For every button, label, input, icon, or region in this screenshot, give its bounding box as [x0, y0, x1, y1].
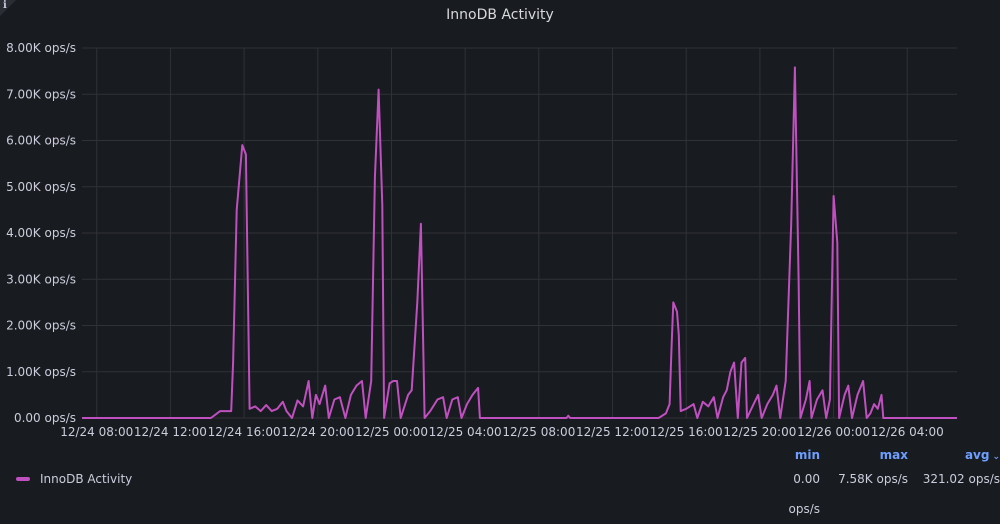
y-tick-label: 5.00K ops/s — [6, 180, 76, 194]
x-tick-label: 12/26 00:00 — [797, 425, 870, 439]
x-tick-label: 12/25 00:00 — [355, 425, 428, 439]
legend-header-max[interactable]: max — [879, 448, 908, 462]
y-tick-label: 2.00K ops/s — [6, 319, 76, 333]
line-chart[interactable]: 0.00 ops/s 1.00K ops/s 2.00K ops/s 3.00K op… — [0, 0, 1000, 445]
legend-value-min: 0.00 ops/s — [788, 472, 820, 516]
x-tick-label: 12/25 08:00 — [502, 425, 575, 439]
legend-header-avg[interactable]: avg ⌄ — [908, 446, 1000, 464]
legend-value-max: 7.58K ops/s — [838, 472, 908, 486]
y-tick-label: 6.00K ops/s — [6, 134, 76, 148]
y-tick-label: 7.00K ops/s — [6, 87, 76, 101]
x-tick-label: 12/25 20:00 — [723, 425, 796, 439]
chevron-down-icon: ⌄ — [992, 452, 1000, 462]
legend-header-avg-label: avg — [964, 448, 990, 462]
y-tick-label: 1.00K ops/s — [6, 365, 76, 379]
x-tick-label: 12/24 20:00 — [281, 425, 354, 439]
x-tick-label: 12/26 04:00 — [871, 425, 944, 439]
legend-value-avg: 321.02 ops/s — [922, 472, 1000, 486]
x-tick-label: 12/25 12:00 — [576, 425, 649, 439]
panel-title: InnoDB Activity — [446, 7, 554, 23]
x-tick-label: 12/25 04:00 — [429, 425, 502, 439]
info-icon: i — [3, 0, 7, 11]
y-tick-label: 8.00K ops/s — [6, 41, 76, 55]
y-tick-label: 3.00K ops/s — [6, 272, 76, 286]
x-tick-label: 12/24 08:00 — [60, 425, 133, 439]
y-tick-label: 0.00 ops/s — [14, 411, 76, 425]
legend-header-min[interactable]: min — [794, 448, 820, 462]
x-tick-label: 12/24 12:00 — [134, 425, 207, 439]
x-tick-label: 12/25 16:00 — [650, 425, 723, 439]
series-line — [82, 66, 957, 419]
legend-series-name: InnoDB Activity — [40, 472, 133, 486]
x-tick-label: 12/24 16:00 — [208, 425, 281, 439]
legend-item[interactable]: InnoDB Activity — [16, 472, 132, 486]
y-tick-label: 4.00K ops/s — [6, 226, 76, 240]
legend-stats: min max avg ⌄ 0.00 ops/s 7.58K ops/s 321.… — [760, 446, 1000, 516]
legend-swatch — [16, 477, 30, 481]
